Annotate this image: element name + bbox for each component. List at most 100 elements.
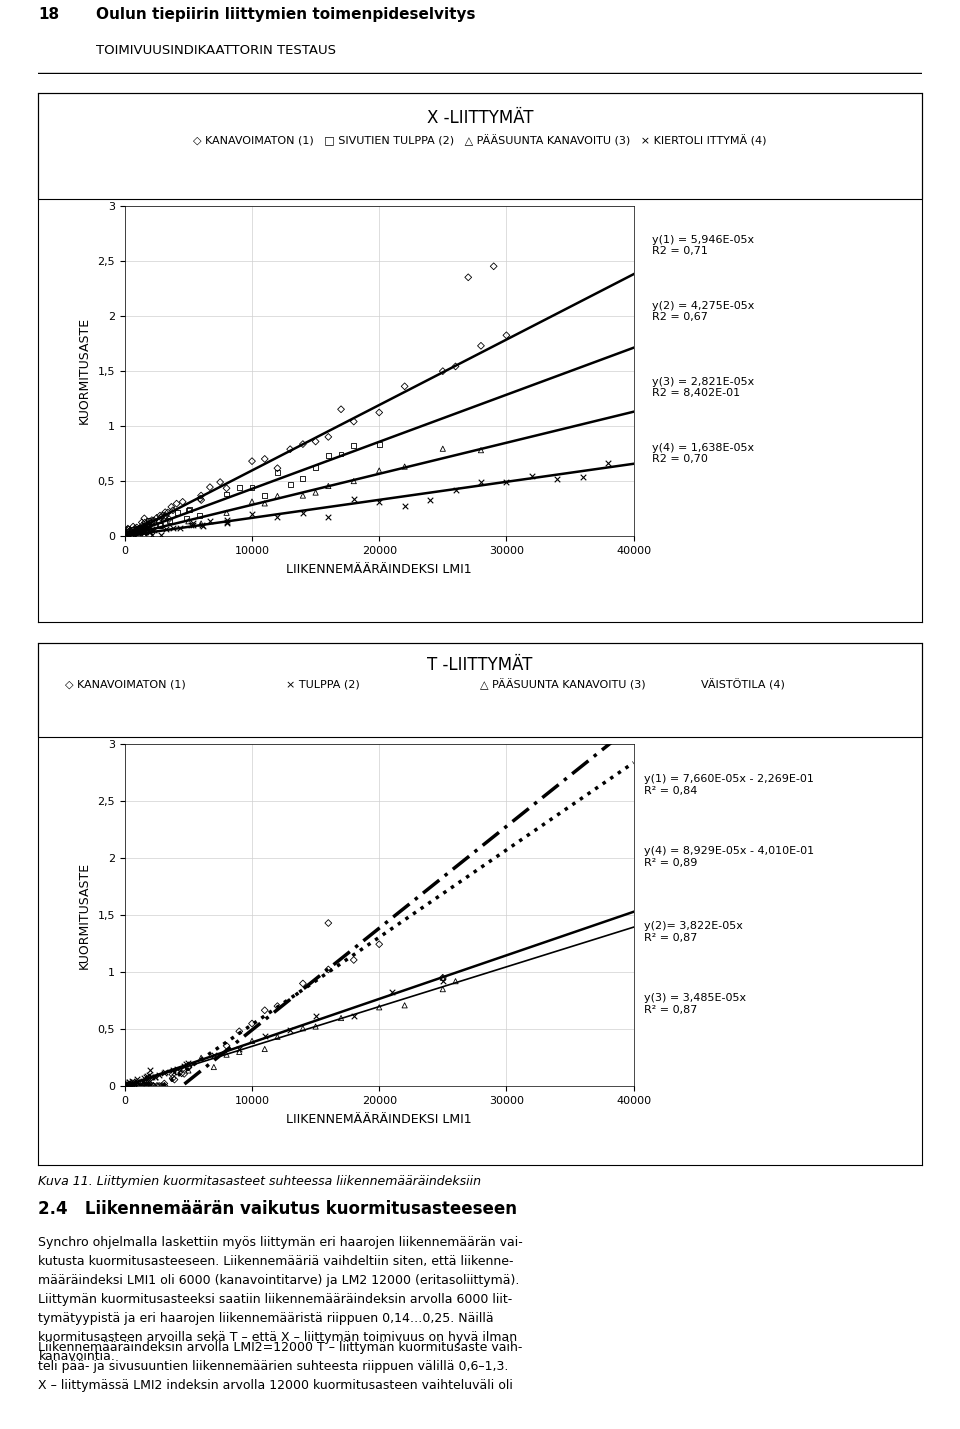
Point xyxy=(193,512,209,534)
Point xyxy=(231,1020,247,1043)
Point xyxy=(134,1075,150,1097)
Point xyxy=(212,470,228,493)
Point xyxy=(120,522,135,544)
Point xyxy=(321,426,336,449)
Point xyxy=(118,1075,133,1097)
Point xyxy=(155,504,170,527)
Point xyxy=(180,1056,196,1079)
Point xyxy=(282,437,298,460)
Text: × TULPPA (2): × TULPPA (2) xyxy=(286,680,359,690)
Point xyxy=(486,254,501,277)
Point xyxy=(138,516,154,539)
Point xyxy=(136,514,152,537)
Point xyxy=(131,523,146,546)
Point xyxy=(130,1070,145,1093)
Point xyxy=(165,1067,180,1090)
Point xyxy=(321,444,336,467)
Point xyxy=(152,1063,167,1086)
Point xyxy=(127,523,142,546)
Point xyxy=(194,489,209,512)
Point xyxy=(181,499,197,522)
Point xyxy=(157,500,173,523)
Point xyxy=(461,266,476,289)
Point xyxy=(123,1075,138,1097)
Point xyxy=(119,519,134,542)
Y-axis label: KUORMITUSASTE: KUORMITUSASTE xyxy=(78,862,90,969)
Text: y(4) = 1,638E-05x
R2 = 0,70: y(4) = 1,638E-05x R2 = 0,70 xyxy=(652,443,754,464)
Point xyxy=(372,402,387,424)
Point xyxy=(146,1075,161,1097)
Point xyxy=(134,520,150,543)
Point xyxy=(183,513,199,536)
Point xyxy=(128,517,143,540)
Point xyxy=(126,1075,141,1097)
Point xyxy=(123,1075,138,1097)
Point xyxy=(139,1075,155,1097)
Point xyxy=(118,520,133,543)
Point xyxy=(120,524,135,547)
Point xyxy=(136,522,152,544)
Point xyxy=(136,519,152,542)
Point xyxy=(129,519,144,542)
Point xyxy=(124,1075,139,1097)
Y-axis label: KUORMITUSASTE: KUORMITUSASTE xyxy=(78,317,90,424)
Point xyxy=(141,522,156,544)
Point xyxy=(124,524,139,547)
Point xyxy=(270,462,285,484)
Point xyxy=(123,1075,138,1097)
Point xyxy=(244,1012,259,1035)
Point xyxy=(138,1072,154,1095)
Point xyxy=(180,1056,196,1079)
Point xyxy=(219,512,234,534)
Point xyxy=(257,1025,273,1047)
Point xyxy=(122,520,137,543)
Point xyxy=(244,503,259,526)
Point xyxy=(231,1037,247,1060)
Text: y(2)= 3,822E-05x
R² = 0,87: y(2)= 3,822E-05x R² = 0,87 xyxy=(644,922,743,943)
Text: 2.4   Liikennemäärän vaikutus kuormitusasteeseen: 2.4 Liikennemäärän vaikutus kuormitusast… xyxy=(38,1200,517,1219)
Point xyxy=(141,509,156,532)
Point xyxy=(346,470,361,493)
Point xyxy=(126,524,141,547)
Point xyxy=(131,517,146,540)
Point xyxy=(138,1066,154,1089)
Point xyxy=(132,519,148,542)
X-axis label: LIIKENNEMÄÄRÄINDEKSI LMI1: LIIKENNEMÄÄRÄINDEKSI LMI1 xyxy=(286,1113,472,1126)
Point xyxy=(132,517,147,540)
Point xyxy=(231,476,247,499)
Point xyxy=(124,1075,139,1097)
Text: 18: 18 xyxy=(38,7,60,21)
Point xyxy=(162,510,178,533)
Point xyxy=(119,524,134,547)
Point xyxy=(118,1075,133,1097)
Point xyxy=(136,1075,152,1097)
Point xyxy=(333,443,348,466)
Point xyxy=(308,430,324,453)
Point xyxy=(156,1072,172,1095)
Point xyxy=(282,1019,298,1042)
Point xyxy=(333,1006,348,1029)
Point xyxy=(120,517,135,540)
Point xyxy=(397,995,413,1017)
Point xyxy=(308,482,324,504)
Point xyxy=(435,969,450,992)
Point xyxy=(174,1062,189,1085)
Point xyxy=(127,1073,142,1096)
Point xyxy=(167,1067,182,1090)
Point xyxy=(120,523,135,546)
Point xyxy=(118,1075,133,1097)
Point xyxy=(119,1072,134,1095)
Point xyxy=(180,1059,196,1082)
Point xyxy=(257,484,273,507)
Point xyxy=(145,1075,160,1097)
Point xyxy=(122,1070,137,1093)
Point xyxy=(127,1075,142,1097)
Point xyxy=(148,1066,163,1089)
Point xyxy=(141,514,156,537)
Point xyxy=(139,1075,155,1097)
Point xyxy=(549,469,564,492)
Point xyxy=(149,506,164,529)
Point xyxy=(182,497,198,520)
Point xyxy=(167,1060,182,1083)
Point xyxy=(127,520,142,543)
